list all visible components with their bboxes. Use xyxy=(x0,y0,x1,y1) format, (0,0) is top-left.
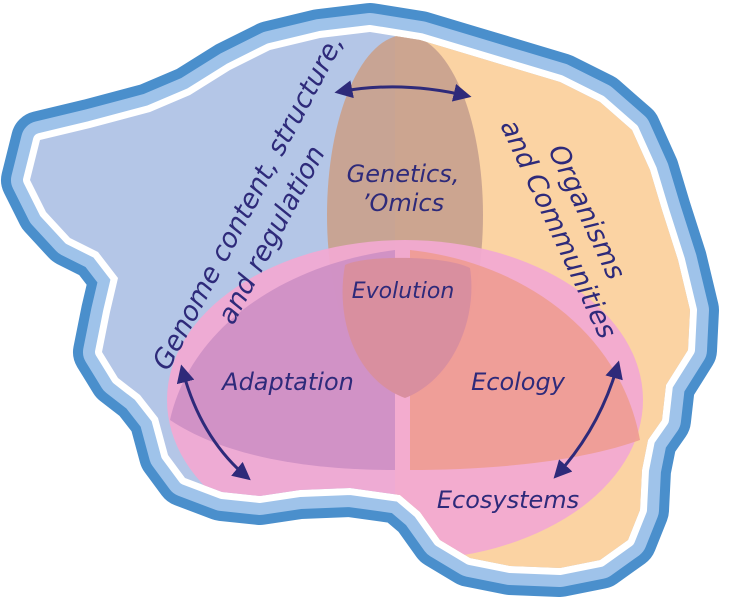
ecology-label: Ecology xyxy=(471,368,566,396)
genetics-label-line1: Genetics, xyxy=(347,160,460,188)
top-double-arrow xyxy=(334,80,472,102)
ecosystems-label: Ecosystems xyxy=(437,486,579,514)
evolution-overlap xyxy=(342,257,472,398)
left-double-arrow xyxy=(176,364,251,481)
evolution-label: Evolution xyxy=(352,279,455,304)
adaptation-label: Adaptation xyxy=(220,368,354,396)
genetics-label-line2: ’Omics xyxy=(362,189,444,217)
right-double-arrow xyxy=(553,360,623,479)
